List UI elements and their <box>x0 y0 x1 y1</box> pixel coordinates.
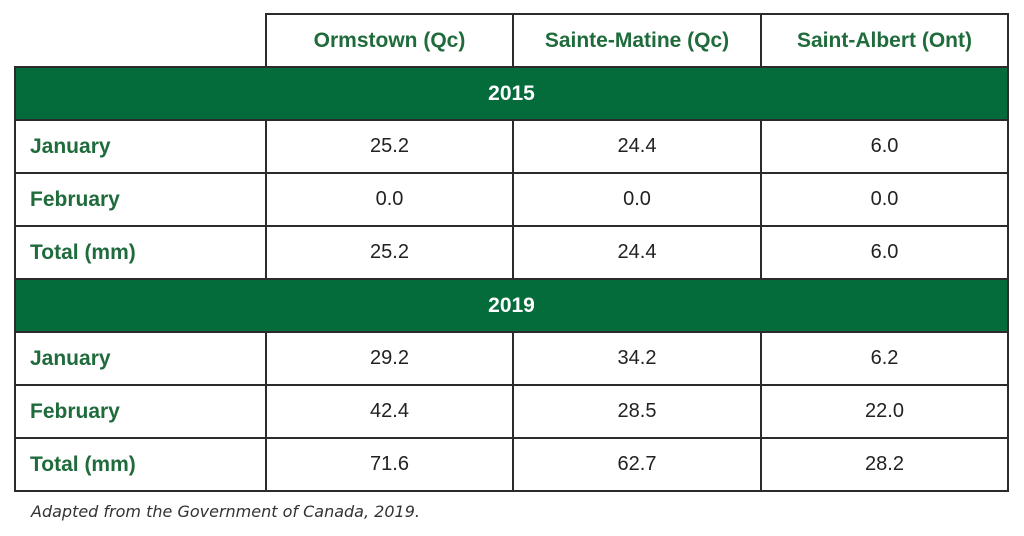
table-cell: 29.2 <box>265 331 514 386</box>
table-row: January 29.2 34.2 6.2 <box>14 331 1009 386</box>
row-label: January <box>14 119 267 174</box>
column-header-saint-albert: Saint-Albert (Ont) <box>760 13 1009 68</box>
row-label: February <box>14 384 267 439</box>
table-cell: 6.0 <box>760 119 1009 174</box>
table-cell: 0.0 <box>265 172 514 227</box>
table-cell: 0.0 <box>760 172 1009 227</box>
table-cell: 28.2 <box>760 437 1009 492</box>
table-cell: 62.7 <box>512 437 762 492</box>
table-cell: 71.6 <box>265 437 514 492</box>
table-cell: 6.0 <box>760 225 1009 280</box>
table-cell: 0.0 <box>512 172 762 227</box>
table-row: Total (mm) 25.2 24.4 6.0 <box>14 225 1009 280</box>
row-label: January <box>14 331 267 386</box>
table-cell: 34.2 <box>512 331 762 386</box>
row-label: February <box>14 172 267 227</box>
year-row-2015: 2015 <box>14 66 1009 121</box>
source-caption: Adapted from the Government of Canada, 2… <box>31 502 420 521</box>
column-header-sainte-matine: Sainte-Matine (Qc) <box>512 13 762 68</box>
year-row-2019: 2019 <box>14 278 1009 333</box>
column-header-ormstown: Ormstown (Qc) <box>265 13 514 68</box>
table-cell: 6.2 <box>760 331 1009 386</box>
table-cell: 22.0 <box>760 384 1009 439</box>
precipitation-table: Ormstown (Qc) Sainte-Matine (Qc) Saint-A… <box>14 13 1009 492</box>
table-row: Total (mm) 71.6 62.7 28.2 <box>14 437 1009 492</box>
table-cell: 42.4 <box>265 384 514 439</box>
table-cell: 25.2 <box>265 119 514 174</box>
table-cell: 24.4 <box>512 119 762 174</box>
year-label: 2015 <box>14 66 1009 121</box>
header-corner-cell <box>15 14 267 68</box>
table-cell: 25.2 <box>265 225 514 280</box>
table-row: February 0.0 0.0 0.0 <box>14 172 1009 227</box>
table-cell: 28.5 <box>512 384 762 439</box>
row-label: Total (mm) <box>14 437 267 492</box>
table-header-row: Ormstown (Qc) Sainte-Matine (Qc) Saint-A… <box>15 13 1009 68</box>
table-cell: 24.4 <box>512 225 762 280</box>
year-label: 2019 <box>14 278 1009 333</box>
table-row: February 42.4 28.5 22.0 <box>14 384 1009 439</box>
row-label: Total (mm) <box>14 225 267 280</box>
table-row: January 25.2 24.4 6.0 <box>14 119 1009 174</box>
